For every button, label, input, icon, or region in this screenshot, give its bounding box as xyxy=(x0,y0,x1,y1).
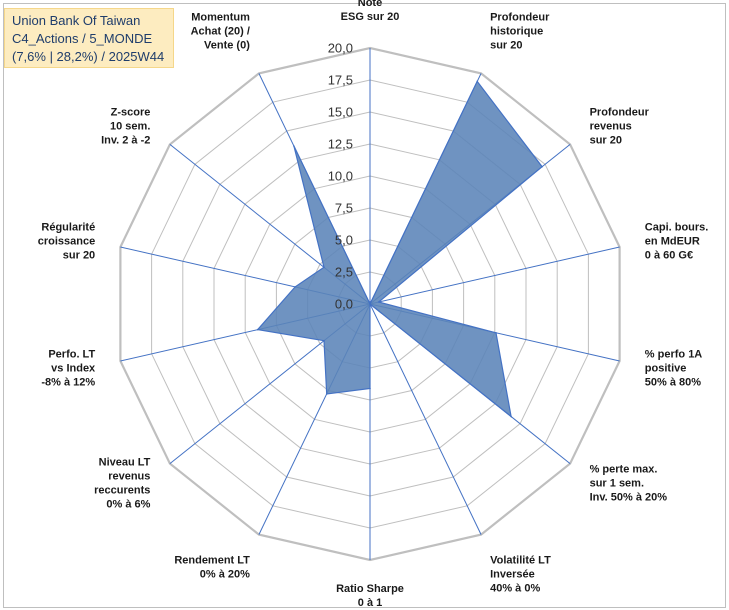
axis-labels: Note ESG sur 20 Profondeur historique sur 20… xyxy=(38,0,709,609)
data-point xyxy=(293,145,295,147)
data-point xyxy=(323,266,325,269)
axis-label: Profondeur revenus sur 20 xyxy=(590,107,650,147)
axis-spoke xyxy=(369,246,620,305)
chart-title-stats: (7,6% | 28,2%) / 2025W44 xyxy=(12,49,165,64)
tick-label: 20,0 xyxy=(328,41,353,56)
tick-label: 10,0 xyxy=(328,169,353,184)
tick-label: 12,5 xyxy=(328,137,353,152)
tick-label: 7,5 xyxy=(335,201,353,216)
data-point xyxy=(294,286,296,288)
axis-label: Note ESG sur 20 xyxy=(341,0,400,23)
axis-label: Régularité croissance sur 20 xyxy=(38,221,95,261)
axis-label: Ratio Sharpe 0 à 1 xyxy=(336,583,404,609)
axis-label: Rendement LT 0% à 20% xyxy=(174,555,250,581)
axis-label: Volatilité LT Inversée 40% à 0% xyxy=(490,555,551,595)
data-point xyxy=(323,339,325,342)
tick-label: 17,5 xyxy=(328,73,353,88)
data-point xyxy=(541,165,543,168)
axis-label: Niveau LT revenus reccurents 0% à 6% xyxy=(94,456,151,510)
axis-label: % perte max. sur 1 sem. Inv. 50% à 20% xyxy=(590,463,668,503)
data-point xyxy=(377,301,380,303)
data-point xyxy=(510,415,512,418)
data-point xyxy=(325,393,328,395)
tick-label: 5,0 xyxy=(335,233,353,248)
axis-label: Momentum Achat (20) / Vente (0) xyxy=(191,11,251,51)
radar-series xyxy=(256,80,543,418)
chart-title-box: Union Bank Of Taiwan C4_Actions / 5_MOND… xyxy=(4,8,174,68)
data-point xyxy=(476,80,479,83)
axis-label: % perfo 1A positive 50% à 80% xyxy=(645,349,703,389)
radial-tick-labels: 0,0 2,5 5,0 7,5 10,0 12,5 15,0 17,5 20,0 xyxy=(328,41,353,312)
data-point xyxy=(369,387,371,390)
axis-label: Z-score 10 sem. Inv. 2 à -2 xyxy=(101,107,150,147)
tick-label: 0,0 xyxy=(335,297,353,312)
data-point xyxy=(495,332,497,334)
axis-label: Perfo. LT vs Index -8% à 12% xyxy=(41,349,96,389)
data-point xyxy=(369,303,371,305)
data-point xyxy=(256,328,259,331)
axis-spoke xyxy=(369,303,482,535)
axis-label: Profondeur historique sur 20 xyxy=(490,11,550,51)
chart-title-company: Union Bank Of Taiwan xyxy=(12,13,141,28)
tick-label: 15,0 xyxy=(328,105,353,120)
tick-label: 2,5 xyxy=(335,265,353,280)
axis-label: Capi. bours. en MdEUR 0 à 60 G€ xyxy=(645,221,709,261)
chart-title-category: C4_Actions / 5_MONDE xyxy=(12,31,153,46)
